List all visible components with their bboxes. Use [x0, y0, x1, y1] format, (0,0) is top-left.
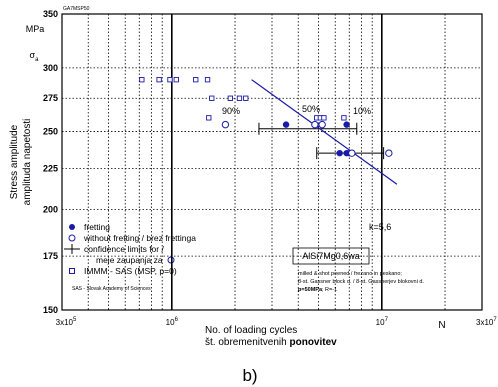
- y-tick-label-6: 300: [43, 63, 58, 73]
- x-axis-label: No. of loading cycles: [205, 325, 297, 336]
- legend-footnote: SAS - Slovak Academy of Sciences: [72, 286, 151, 292]
- legend-label-immm: IMMM - SAS (MSP, p=0): [84, 266, 177, 276]
- point-open-square-14: [341, 115, 347, 121]
- material-label: AlSi7Mg0,6wa: [302, 251, 360, 261]
- ci-label-90: 90%: [222, 106, 240, 116]
- confidence-intervals: [258, 122, 385, 160]
- x-tick-label-2: 107: [376, 317, 389, 327]
- y-tick-label-1: 175: [43, 251, 58, 261]
- x-ticks: 3x105 106 107 3x107: [56, 317, 498, 327]
- point-open-square-5: [204, 77, 211, 83]
- legend-marker-without-fretting: [68, 234, 76, 242]
- y-tick-label-7: 350: [43, 9, 58, 19]
- point-open-square-7: [227, 95, 233, 101]
- grid: [62, 14, 482, 310]
- y-tick-label-2: 200: [43, 204, 58, 214]
- x-tick-label-1: 106: [166, 317, 179, 327]
- x-axis-label-local: št. obremenitvenih ponovitev: [205, 337, 337, 348]
- point-open-square-10: [206, 115, 212, 121]
- point-filled-circle-2: [336, 149, 343, 157]
- plot-frame: [61, 13, 483, 311]
- ci-label-50: 50%: [302, 104, 320, 114]
- legend-marker-confidence: [64, 244, 80, 254]
- point-open-square-3: [173, 77, 179, 83]
- point-open-square-6: [209, 95, 215, 101]
- point-open-circle-2: [318, 120, 326, 129]
- ci-label-10: 10%: [353, 106, 371, 116]
- fit-line: [251, 79, 398, 185]
- y-symbol: σa: [30, 50, 40, 63]
- y-tick-label-0: 150: [43, 305, 58, 315]
- legend-label-confidence: confidence limits for /: [84, 244, 164, 254]
- x-unit-label: N: [438, 320, 445, 331]
- y-ticks: 150 175 200 225 250 275 300 350: [43, 9, 58, 315]
- point-open-circle-1: [311, 120, 319, 129]
- process-note-1: milled & shot peened / frezano in peskan…: [298, 271, 402, 277]
- legend-marker-confidence-circle: [167, 256, 175, 264]
- point-open-square-2: [167, 77, 173, 83]
- y-tick-label-3: 225: [43, 163, 58, 173]
- figure-label: b): [242, 366, 257, 385]
- y-tick-label-4: 250: [43, 127, 58, 137]
- point-open-circle-4: [385, 149, 393, 157]
- x-tick-label-3: 3x107: [476, 317, 497, 327]
- point-open-circle-0: [221, 120, 230, 129]
- fit-line-path: [251, 79, 398, 185]
- point-open-circle-3: [348, 149, 356, 157]
- point-open-square-8: [236, 95, 243, 101]
- legend: fretting without fretting / brez frettin…: [64, 222, 196, 292]
- process-note-3: p=50MPa; R=-1: [298, 287, 337, 293]
- x-tick-label-0: 3x105: [56, 317, 77, 327]
- legend-label-confidence-local: meje zaupanja za: [96, 255, 163, 265]
- point-filled-circle-0: [282, 121, 290, 128]
- legend-label-fretting: fretting: [84, 222, 110, 232]
- y-tick-label-5: 275: [43, 93, 58, 103]
- legend-marker-immm: [69, 268, 75, 274]
- fit-line-label: k=5,6: [369, 222, 391, 232]
- point-open-square-0: [139, 77, 145, 83]
- process-note-2: 8-st. Gassner block d. / 8-st. Gassnerje…: [298, 279, 424, 285]
- point-open-square-1: [156, 77, 162, 83]
- legend-marker-fretting: [69, 224, 75, 230]
- top-corner-label: GA7MSP50: [63, 6, 90, 12]
- point-open-square-4: [193, 77, 199, 83]
- data-points: [139, 77, 393, 157]
- point-open-square-9: [243, 95, 249, 101]
- point-open-square-13: [321, 115, 327, 121]
- y-axis-label: Stress amplitude: [9, 124, 20, 199]
- point-filled-circle-1: [343, 121, 350, 128]
- y-unit-label: MPa: [26, 24, 45, 34]
- y-axis-label-local: amplituda napetosti: [22, 119, 33, 206]
- x-axis-label-bold: ponovitev: [290, 337, 338, 348]
